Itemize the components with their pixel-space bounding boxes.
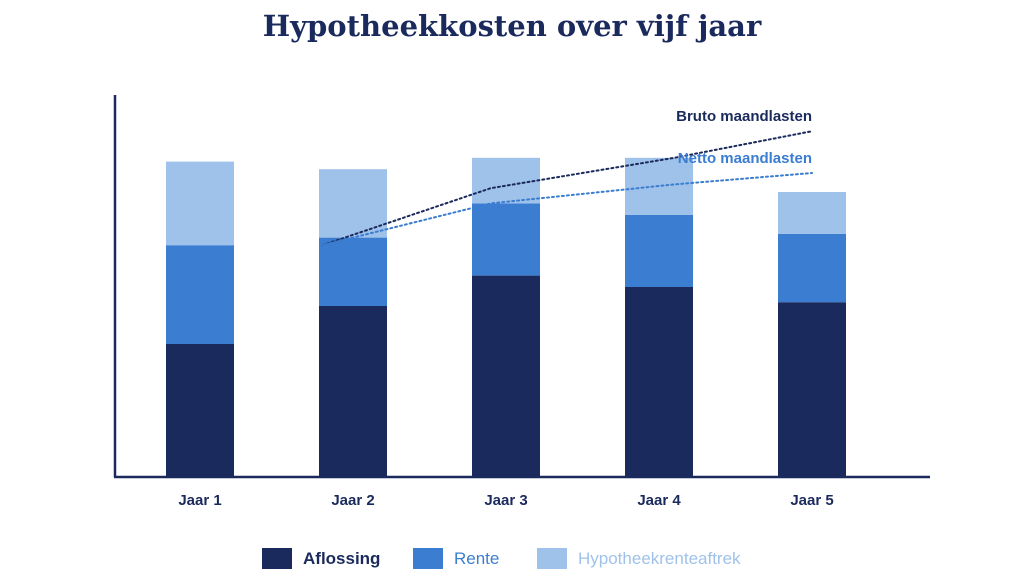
line-netto-maandlasten	[321, 172, 813, 247]
legend-swatch-hypotheekrenteaftrek	[537, 548, 567, 569]
legend: Aflossing Rente Hypotheekrenteaftrek	[262, 548, 741, 569]
bars-layer	[166, 157, 846, 477]
line-bruto-maandlasten	[321, 130, 813, 247]
bar-aflossing-jaar-2	[319, 306, 387, 477]
x-tick-label-jaar-4: Jaar 4	[637, 492, 681, 509]
x-tick-label-jaar-2: Jaar 2	[331, 492, 374, 509]
bar-aflossing-jaar-1	[166, 344, 234, 477]
bar-hypotheekrenteaftrek-jaar-5	[778, 192, 846, 234]
legend-label-rente: Rente	[454, 549, 499, 568]
legend-swatch-rente	[413, 548, 443, 569]
bar-rente-jaar-3	[472, 203, 540, 276]
line-label-bruto-maandlasten: Bruto maandlasten	[676, 108, 812, 125]
legend-label-aflossing: Aflossing	[303, 549, 380, 568]
x-tick-label-jaar-5: Jaar 5	[790, 492, 833, 509]
bar-rente-jaar-1	[166, 245, 234, 344]
bar-hypotheekrenteaftrek-jaar-3	[472, 157, 540, 204]
line-label-netto-maandlasten: Netto maandlasten	[678, 150, 812, 167]
bar-aflossing-jaar-4	[625, 287, 693, 477]
legend-swatch-aflossing	[262, 548, 292, 569]
legend-label-hypotheekrenteaftrek: Hypotheekrenteaftrek	[578, 549, 741, 568]
bar-hypotheekrenteaftrek-jaar-1	[166, 161, 234, 246]
x-tick-label-jaar-3: Jaar 3	[484, 492, 527, 509]
bar-rente-jaar-5	[778, 233, 846, 303]
chart-title: Hypotheekkosten over vijf jaar	[263, 9, 762, 43]
bar-aflossing-jaar-3	[472, 275, 540, 477]
lines-layer: Bruto maandlasten Netto maandlasten	[321, 108, 813, 247]
x-tick-label-jaar-1: Jaar 1	[178, 492, 221, 509]
x-tick-labels: Jaar 1 Jaar 2 Jaar 3 Jaar 4 Jaar 5	[178, 492, 833, 509]
bar-aflossing-jaar-5	[778, 302, 846, 477]
bar-rente-jaar-2	[319, 237, 387, 306]
bar-rente-jaar-4	[625, 214, 693, 287]
